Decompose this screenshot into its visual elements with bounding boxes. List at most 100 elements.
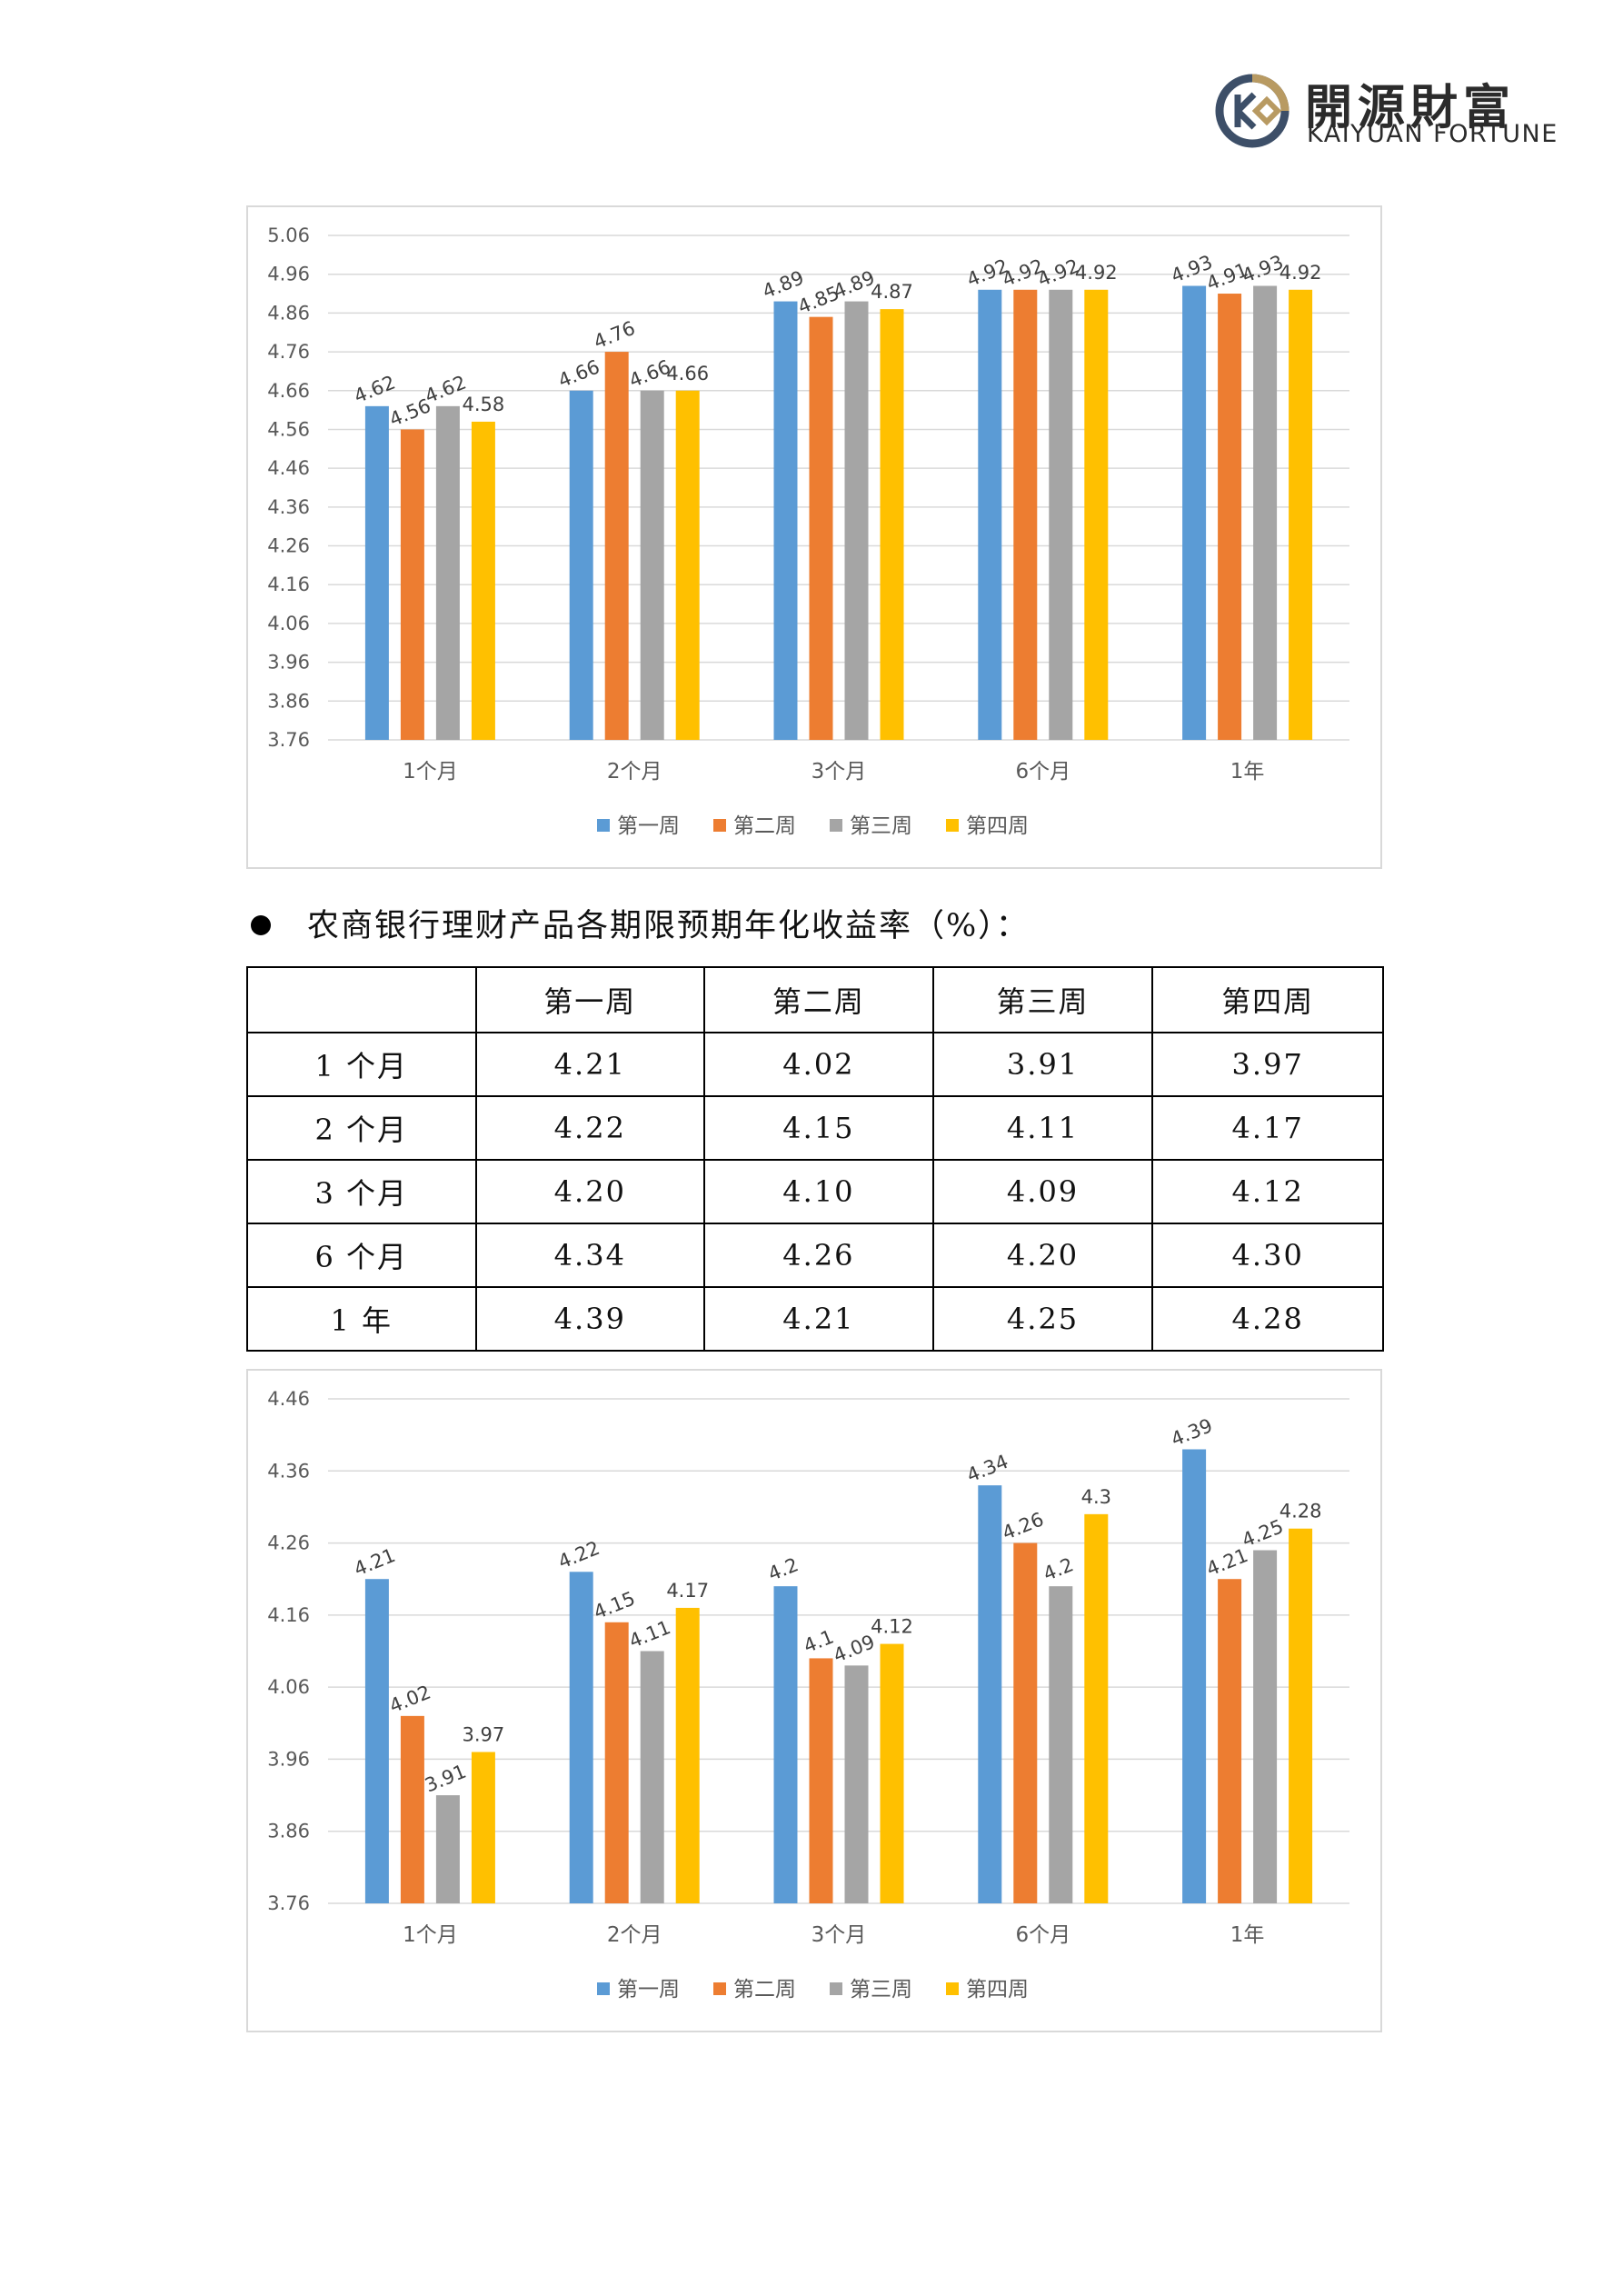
- bar: [364, 405, 389, 740]
- legend-label: 第一周: [617, 814, 680, 838]
- bar: [1013, 289, 1038, 740]
- bar: [844, 301, 869, 740]
- legend-label: 第二周: [733, 1978, 796, 2002]
- table-cell: 4.39: [474, 1286, 706, 1352]
- y-tick-label: 4.96: [267, 264, 310, 285]
- table-cell: 4.20: [474, 1159, 706, 1224]
- y-tick-label: 4.56: [267, 418, 310, 440]
- legend-swatch: [830, 1982, 842, 1995]
- y-tick-label: 3.86: [267, 1821, 310, 1842]
- table-cell: 4.21: [474, 1032, 706, 1097]
- data-label: 4.34: [964, 1451, 1011, 1487]
- x-tick-label: 1个月: [403, 760, 458, 784]
- data-label: 4.2: [765, 1553, 802, 1585]
- bar: [1049, 1586, 1073, 1903]
- bar: [640, 1651, 664, 1903]
- bar: [1182, 285, 1207, 740]
- table-header-cell: [246, 966, 477, 1033]
- data-label: 4.21: [351, 1544, 398, 1581]
- table-cell: 4.20: [931, 1223, 1154, 1288]
- bar: [1084, 289, 1109, 740]
- section-heading: 农商银行理财产品各期限预期年化收益率（%）：: [251, 900, 1030, 946]
- table-cell: 4.11: [931, 1095, 1154, 1161]
- x-tick-label: 1年: [1230, 760, 1265, 784]
- table-cell: 3.97: [1151, 1032, 1384, 1097]
- legend-label: 第四周: [966, 1978, 1029, 2002]
- bar: [471, 421, 495, 740]
- x-tick-label: 3个月: [812, 760, 867, 784]
- data-label: 4.3: [1081, 1486, 1111, 1508]
- y-tick-label: 4.86: [267, 302, 310, 324]
- table-cell: 4.02: [703, 1032, 934, 1097]
- table-row: 2 个月 4.22 4.15 4.11 4.17: [246, 1095, 1384, 1161]
- chart-2-frame: 4.46 4.36 4.26 4.16 4.06 3.96 3.86 3.76 4.21 4.02…: [246, 1369, 1382, 2032]
- table-row: 1 个月 4.21 4.02 3.91 3.97: [246, 1032, 1384, 1097]
- y-tick-label: 4.16: [267, 1604, 310, 1626]
- table-cell: 6 个月: [246, 1223, 477, 1288]
- brand-logo: 開源財富 KAIYUAN FORTUNE: [1214, 67, 1578, 158]
- y-tick-label: 4.06: [267, 613, 310, 634]
- table-cell: 1 年: [246, 1286, 477, 1352]
- y-tick-label: 4.26: [267, 1532, 310, 1554]
- bullet-icon: [251, 914, 271, 935]
- table-row: 6 个月 4.34 4.26 4.20 4.30: [246, 1223, 1384, 1288]
- bar: [569, 390, 593, 740]
- y-tick-label: 4.26: [267, 535, 310, 557]
- data-label: 3.91: [422, 1761, 469, 1797]
- brand-name-cn: 開源財富: [1305, 81, 1517, 135]
- table-header-cell: 第三周: [931, 966, 1154, 1033]
- yield-table: 第一周 第二周 第三周 第四周 1 个月 4.21 4.02 3.91 3.97…: [246, 966, 1384, 1352]
- x-tick-label: 1年: [1230, 1923, 1265, 1947]
- data-label: 4.2: [1041, 1553, 1077, 1585]
- bar: [675, 390, 700, 740]
- data-label: 4.26: [1000, 1508, 1047, 1544]
- data-label: 4.76: [591, 317, 638, 354]
- bar: [844, 1665, 869, 1903]
- y-tick-label: 3.86: [267, 690, 310, 712]
- data-label: 4.15: [591, 1587, 638, 1623]
- bar: [1218, 1579, 1242, 1903]
- data-label: 4.12: [871, 1616, 913, 1638]
- x-tick-label: 3个月: [812, 1923, 867, 1947]
- y-tick-label: 3.76: [267, 729, 310, 751]
- y-tick-label: 3.96: [267, 652, 310, 674]
- y-tick-label: 4.06: [267, 1676, 310, 1698]
- data-label: 4.92: [1075, 262, 1118, 284]
- y-tick-label: 4.36: [267, 1460, 310, 1482]
- table-cell: 4.15: [703, 1095, 934, 1161]
- legend-label: 第三周: [850, 814, 912, 838]
- bar: [364, 1579, 389, 1903]
- table-cell: 4.12: [1151, 1159, 1384, 1224]
- table-cell: 2 个月: [246, 1095, 477, 1161]
- x-tick-label: 1个月: [403, 1923, 458, 1947]
- bar: [978, 1485, 1002, 1903]
- bar: [675, 1607, 700, 1903]
- bar: [880, 1643, 904, 1903]
- data-label: 4.92: [1279, 262, 1322, 284]
- legend-label: 第三周: [850, 1978, 912, 2002]
- table-cell: 4.17: [1151, 1095, 1384, 1161]
- bar: [1289, 1528, 1313, 1903]
- x-tick-label: 6个月: [1015, 1923, 1070, 1947]
- table-header-cell: 第一周: [474, 966, 706, 1033]
- bar: [471, 1752, 495, 1903]
- legend-swatch: [946, 1982, 959, 1995]
- kaiyuan-logo-icon: [1215, 74, 1289, 148]
- legend-label: 第二周: [733, 814, 796, 838]
- bar: [400, 429, 424, 740]
- bar: [809, 316, 833, 740]
- y-tick-label: 4.46: [267, 1388, 310, 1410]
- table-cell: 4.21: [703, 1286, 934, 1352]
- bar: [1253, 285, 1278, 740]
- y-tick-label: 5.06: [267, 225, 310, 246]
- table-header-row: 第一周 第二周 第三周 第四周: [246, 966, 1384, 1033]
- bar: [435, 405, 460, 740]
- y-tick-label: 4.66: [267, 380, 310, 402]
- bar: [604, 1622, 629, 1903]
- y-tick-label: 4.46: [267, 457, 310, 479]
- legend-swatch: [946, 819, 959, 832]
- bar: [978, 289, 1002, 740]
- bar: [1084, 1513, 1109, 1903]
- bar: [1253, 1550, 1278, 1903]
- bar: [1289, 289, 1313, 740]
